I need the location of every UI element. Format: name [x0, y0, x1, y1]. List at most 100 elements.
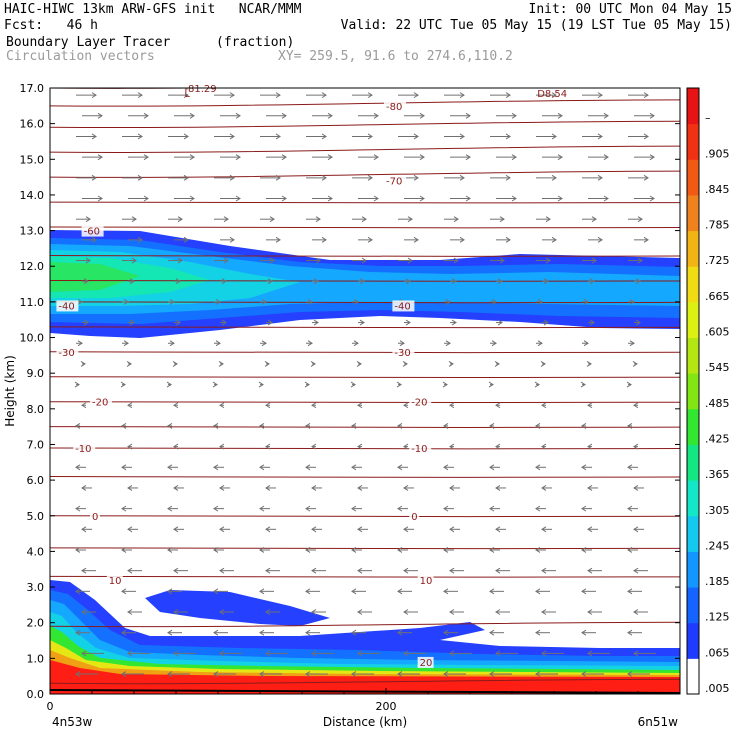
contour-label: 0: [411, 512, 417, 523]
circulation-vector-head: [403, 526, 409, 533]
circulation-vector-head: [351, 505, 357, 512]
circulation-vector-head: [74, 381, 80, 388]
circulation-vector-head: [361, 257, 367, 264]
circulation-vector-head: [541, 650, 547, 657]
circulation-vector-head: [445, 340, 451, 347]
circulation-vector-head: [189, 154, 195, 161]
y-tick-label: 17.0: [20, 82, 45, 95]
circulation-vector-head: [121, 671, 127, 677]
contour-extremum-label: D8.54: [537, 89, 567, 100]
contour-label-bg: [409, 443, 432, 455]
circulation-vector-head: [633, 485, 639, 491]
circulation-vector-head: [649, 195, 655, 202]
circulation-vector-head: [235, 112, 241, 119]
circulation-vector-head: [219, 443, 225, 450]
circulation-vector-head: [351, 547, 357, 553]
circulation-vector-head: [189, 112, 195, 119]
circulation-vector-head: [121, 464, 127, 471]
y-axis: 0.0 1.0 2.0 3.0 4.0 5.0 6.0 7.0 8.0 9.0 10.0 11.0 12…: [20, 82, 680, 701]
colorbar-swatch: [687, 551, 699, 588]
x-axis-label: Distance (km): [323, 715, 407, 729]
circulation-vector-head: [213, 629, 219, 636]
circulation-vector-head: [581, 505, 587, 512]
circulation-vector-head: [310, 360, 316, 367]
circulation-vector-head: [304, 381, 310, 388]
circulation-vector-head: [265, 567, 271, 574]
circulation-vector-head: [629, 298, 635, 305]
y-tick-label: 14.0: [20, 189, 45, 202]
circulation-vector-head: [627, 505, 633, 512]
bl-red: [50, 660, 680, 694]
circulation-vector-head: [307, 340, 313, 347]
contour-label-bg: [81, 225, 104, 237]
circulation-vector-head: [491, 298, 497, 305]
circulation-vector-head: [221, 319, 227, 326]
circulation-vector-head: [633, 609, 639, 615]
plot-frame: [49, 87, 681, 695]
circulation-vector-head: [315, 216, 321, 223]
circulation-vector-head: [551, 133, 557, 140]
circulation-vector-head: [495, 443, 501, 450]
circulation-vector-head: [351, 588, 357, 595]
temperature-contour-line: [50, 515, 680, 518]
circulation-vector-head: [402, 360, 408, 367]
circulation-vector-head: [167, 588, 173, 595]
circulation-vector-head: [643, 133, 649, 140]
circulation-vector-head: [121, 629, 127, 636]
circulation-vector-head: [397, 423, 403, 429]
colorbar-swatch: [687, 480, 699, 517]
y-tick-label: 3.0: [27, 581, 45, 594]
circulation-vector-head: [218, 360, 224, 367]
circulation-vector-head: [451, 319, 457, 326]
circulation-vector-head: [75, 423, 81, 429]
circulation-vector-head: [305, 464, 311, 471]
circulation-vector-head: [535, 464, 541, 471]
temperature-contour-line: [50, 547, 680, 550]
circulation-vector-head: [459, 92, 465, 99]
y-tick-label: 7.0: [27, 438, 45, 451]
circulation-vector-head: [627, 423, 633, 429]
circulation-vector-head: [581, 423, 587, 429]
terrain-line: [50, 689, 680, 694]
contour-label-bg: [392, 346, 415, 358]
circulation-vector-head: [259, 505, 265, 512]
circulation-vector-head: [264, 360, 270, 367]
circulation-vector-head: [167, 629, 173, 636]
colorbar-label: .005: [705, 682, 730, 695]
circulation-vector-head: [397, 588, 403, 595]
circulation-vector-head: [131, 216, 137, 223]
circulation-vector-head: [81, 609, 87, 615]
circulation-vector-head: [259, 588, 265, 595]
colorbar-label: .725: [705, 254, 730, 267]
circulation-vector-head: [97, 154, 103, 161]
circulation-vector-head: [223, 257, 229, 264]
circulation-vector-head: [265, 485, 271, 491]
circulation-vector-head: [313, 278, 319, 285]
circulation-vector-head: [219, 609, 225, 615]
circulation-vector-head: [397, 671, 403, 677]
colorbar-frame: [686, 87, 700, 695]
circulation-vector-head: [403, 650, 409, 657]
circulation-vector-head: [419, 112, 425, 119]
circulation-vector-head: [495, 567, 501, 574]
circulation-vector-head: [581, 464, 587, 471]
circulation-vector-head: [442, 381, 448, 388]
circulation-vector-head: [465, 112, 471, 119]
contour-label: -10: [75, 444, 91, 455]
circulation-vector-head: [397, 464, 403, 471]
colorbar-swatch: [687, 301, 699, 339]
circulation-vector-head: [167, 671, 173, 677]
circulation-vector-head: [583, 298, 589, 305]
circulation-vector-head: [603, 112, 609, 119]
circulation-vector-head: [551, 174, 557, 181]
circulation-vector-head: [627, 464, 633, 471]
circulation-vector-head: [403, 609, 409, 615]
colorbar-label: .845: [705, 183, 730, 196]
temperature-contour-line: [50, 301, 680, 304]
circulation-vector-head: [419, 154, 425, 161]
circulation-vector-head: [77, 340, 83, 347]
circulation-vector-head: [123, 298, 129, 305]
circulation-vector-head: [443, 505, 449, 512]
contour-label: -40: [394, 301, 410, 312]
contour-label-bg: [384, 175, 406, 187]
